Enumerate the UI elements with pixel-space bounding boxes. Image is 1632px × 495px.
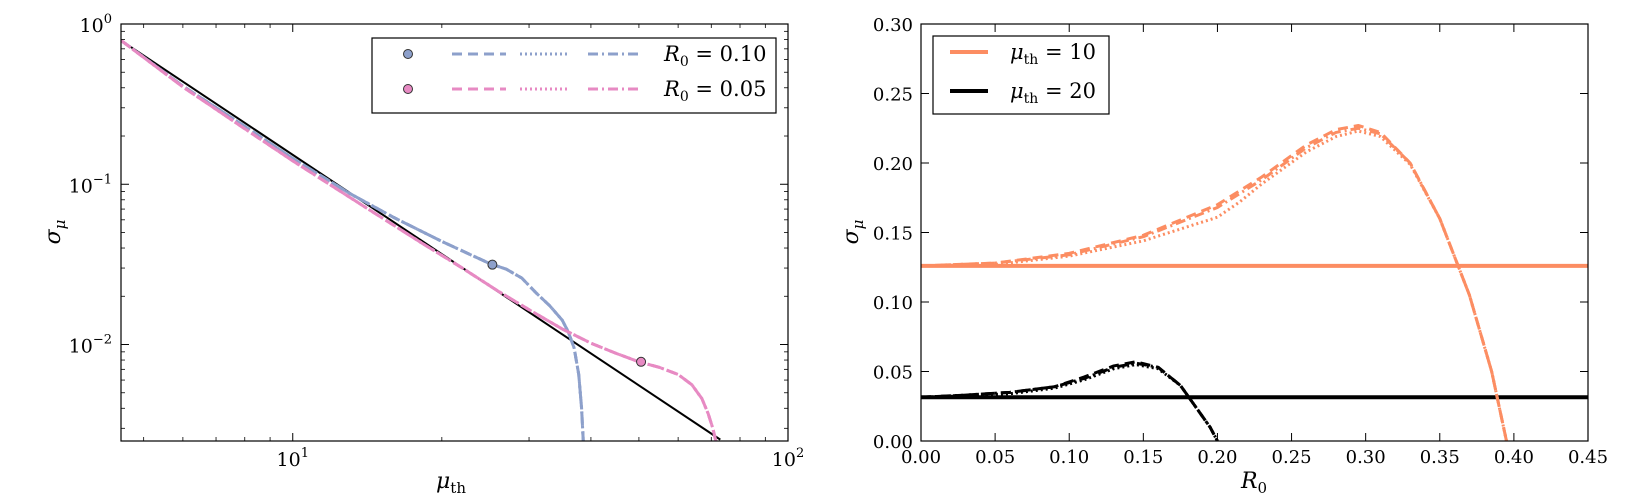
right-x-tick-label: 0.00: [901, 447, 941, 468]
left-series-r0-0-10-dotted: [121, 39, 585, 441]
left-y-axis-label: σμ: [41, 220, 69, 245]
right-x-tick-label: 0.35: [1420, 447, 1460, 468]
right-legend-box: [932, 35, 1110, 115]
right-y-tick-labels: 0.00 0.05 0.10 0.15 0.20 0.25 0.30: [873, 15, 913, 453]
left-marker-r0-0-10-point: [487, 259, 498, 270]
left-x-tick-label: 101: [277, 446, 309, 471]
right-x-tick-labels: 0.00 0.05 0.10 0.15 0.20 0.25 0.30 0.35 0.40 0.45: [901, 447, 1608, 468]
left-y-tick-label: 10−1: [69, 172, 112, 197]
right-x-tick-label: 0.15: [1123, 447, 1163, 468]
right-y-tick-label: 0.15: [873, 224, 913, 245]
left-marker-r0-0-05-point: [636, 356, 647, 367]
left-marker-group: [487, 259, 647, 367]
right-x-tick-label: 0.05: [975, 447, 1015, 468]
right-series-mu-th-20-dotted: [921, 363, 1219, 441]
right-x-tick-label: 0.10: [1049, 447, 1089, 468]
right-legend-label-mu10: μth = 10: [1010, 40, 1096, 68]
left-legend-marker: [403, 49, 413, 59]
left-x-tick-labels: 101 102: [277, 446, 805, 471]
right-x-tick-label: 0.20: [1197, 447, 1237, 468]
left-legend-box: [371, 37, 777, 114]
right-x-axis-label: R0: [1240, 469, 1267, 495]
right-y-tick-label: 0.00: [873, 432, 913, 453]
left-series-group: [121, 39, 721, 441]
left-y-tick-labels: 100 10−1 10−2: [69, 12, 112, 358]
right-series-mu-th-10-dashdot: [921, 126, 1508, 441]
left-y-tick-label: 10−2: [69, 333, 112, 358]
right-y-tick-label: 0.10: [873, 293, 913, 314]
right-y-tick-label: 0.05: [873, 363, 913, 384]
left-legend-marker: [403, 84, 413, 94]
right-y-tick-label: 0.30: [873, 15, 913, 36]
right-legend: μth = 10 μth = 20: [932, 35, 1110, 115]
right-series-mu-th-20-dashdot: [921, 361, 1219, 441]
right-x-tick-label: 0.40: [1494, 447, 1534, 468]
left-series-r0-0-10-dashdot: [121, 39, 585, 441]
right-legend-label-mu20: μth = 20: [1010, 79, 1096, 107]
left-legend-label-r005: R0 = 0.05: [663, 77, 766, 105]
left-legend-label-r010: R0 = 0.10: [663, 42, 766, 70]
right-series-group: [921, 123, 1588, 441]
left-y-tick-label: 100: [80, 12, 112, 37]
left-chart-panel: 101 102 100 10−1 10−2 μth σμ R0 = 0.10 R0 =…: [41, 12, 804, 495]
right-y-tick-label: 0.20: [873, 154, 913, 175]
right-x-tick-label: 0.25: [1272, 447, 1312, 468]
right-x-tick-label: 0.30: [1346, 447, 1386, 468]
left-x-tick-label: 102: [772, 446, 804, 471]
right-series-mu-th-10-dotted: [921, 129, 1508, 441]
left-series-reference: [121, 39, 721, 441]
right-ticks-group: [920, 23, 1589, 442]
left-legend: R0 = 0.10 R0 = 0.05: [371, 37, 777, 114]
right-x-tick-label: 0.45: [1568, 447, 1608, 468]
right-y-axis-label: σμ: [839, 220, 867, 245]
right-series-mu-th-20-dashed: [921, 360, 1219, 441]
left-ticks-group: [121, 23, 789, 441]
left-series-r0-0-05-dashdot: [121, 39, 718, 441]
left-x-axis-label: μth: [436, 469, 466, 495]
right-chart-panel: 0.00 0.05 0.10 0.15 0.20 0.25 0.30 0.35 0.40 0.45…: [839, 15, 1608, 495]
right-y-tick-label: 0.25: [873, 85, 913, 106]
